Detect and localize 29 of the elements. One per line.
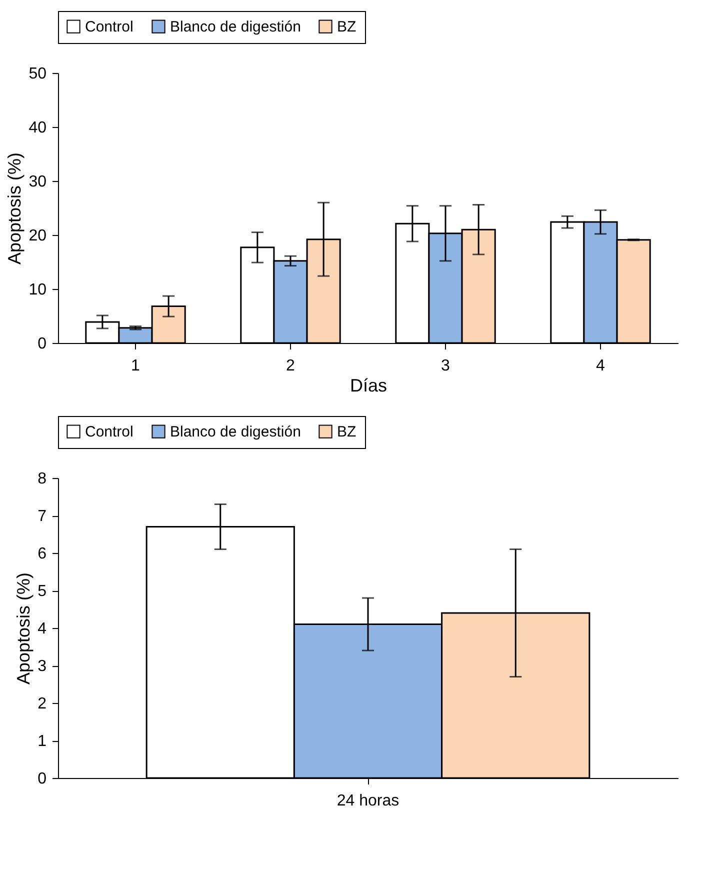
y-tick-label: 4 <box>38 620 47 638</box>
legend-label: Blanco de digestión <box>170 18 301 36</box>
y-axis-title: Apoptosis (%) <box>4 152 25 265</box>
x-tick-label: 24 horas <box>336 792 400 810</box>
legend-label: BZ <box>337 424 356 441</box>
y-tick-label: 10 <box>28 282 47 298</box>
y-tick-label: 0 <box>38 336 47 352</box>
y-axis-title: Apoptosis (%) <box>14 572 34 685</box>
y-tick-label: 7 <box>38 508 47 525</box>
legend-label: Blanco de digestión <box>170 424 301 441</box>
y-tick-label: 30 <box>28 174 47 190</box>
y-tick-label: 50 <box>28 66 47 82</box>
y-tick-label: 40 <box>28 120 47 136</box>
legend-label: Control <box>85 424 134 441</box>
y-tick-label: 6 <box>38 546 47 562</box>
y-tick-label: 8 <box>38 470 47 488</box>
x-axis-title: Días <box>350 376 388 396</box>
x-tick-label: 4 <box>596 358 606 374</box>
y-tick-label: 1 <box>38 733 47 750</box>
y-tick-label: 0 <box>38 770 47 788</box>
legend-label: Control <box>85 18 134 36</box>
y-tick-label: 5 <box>38 583 47 600</box>
y-tick-label: 2 <box>38 696 47 712</box>
x-tick-label: 3 <box>441 358 450 374</box>
x-tick-label: 2 <box>286 358 296 374</box>
y-tick-label: 20 <box>28 228 47 244</box>
y-tick-label: 3 <box>38 658 47 675</box>
legend-label: BZ <box>337 18 356 36</box>
x-tick-label: 1 <box>131 358 140 374</box>
